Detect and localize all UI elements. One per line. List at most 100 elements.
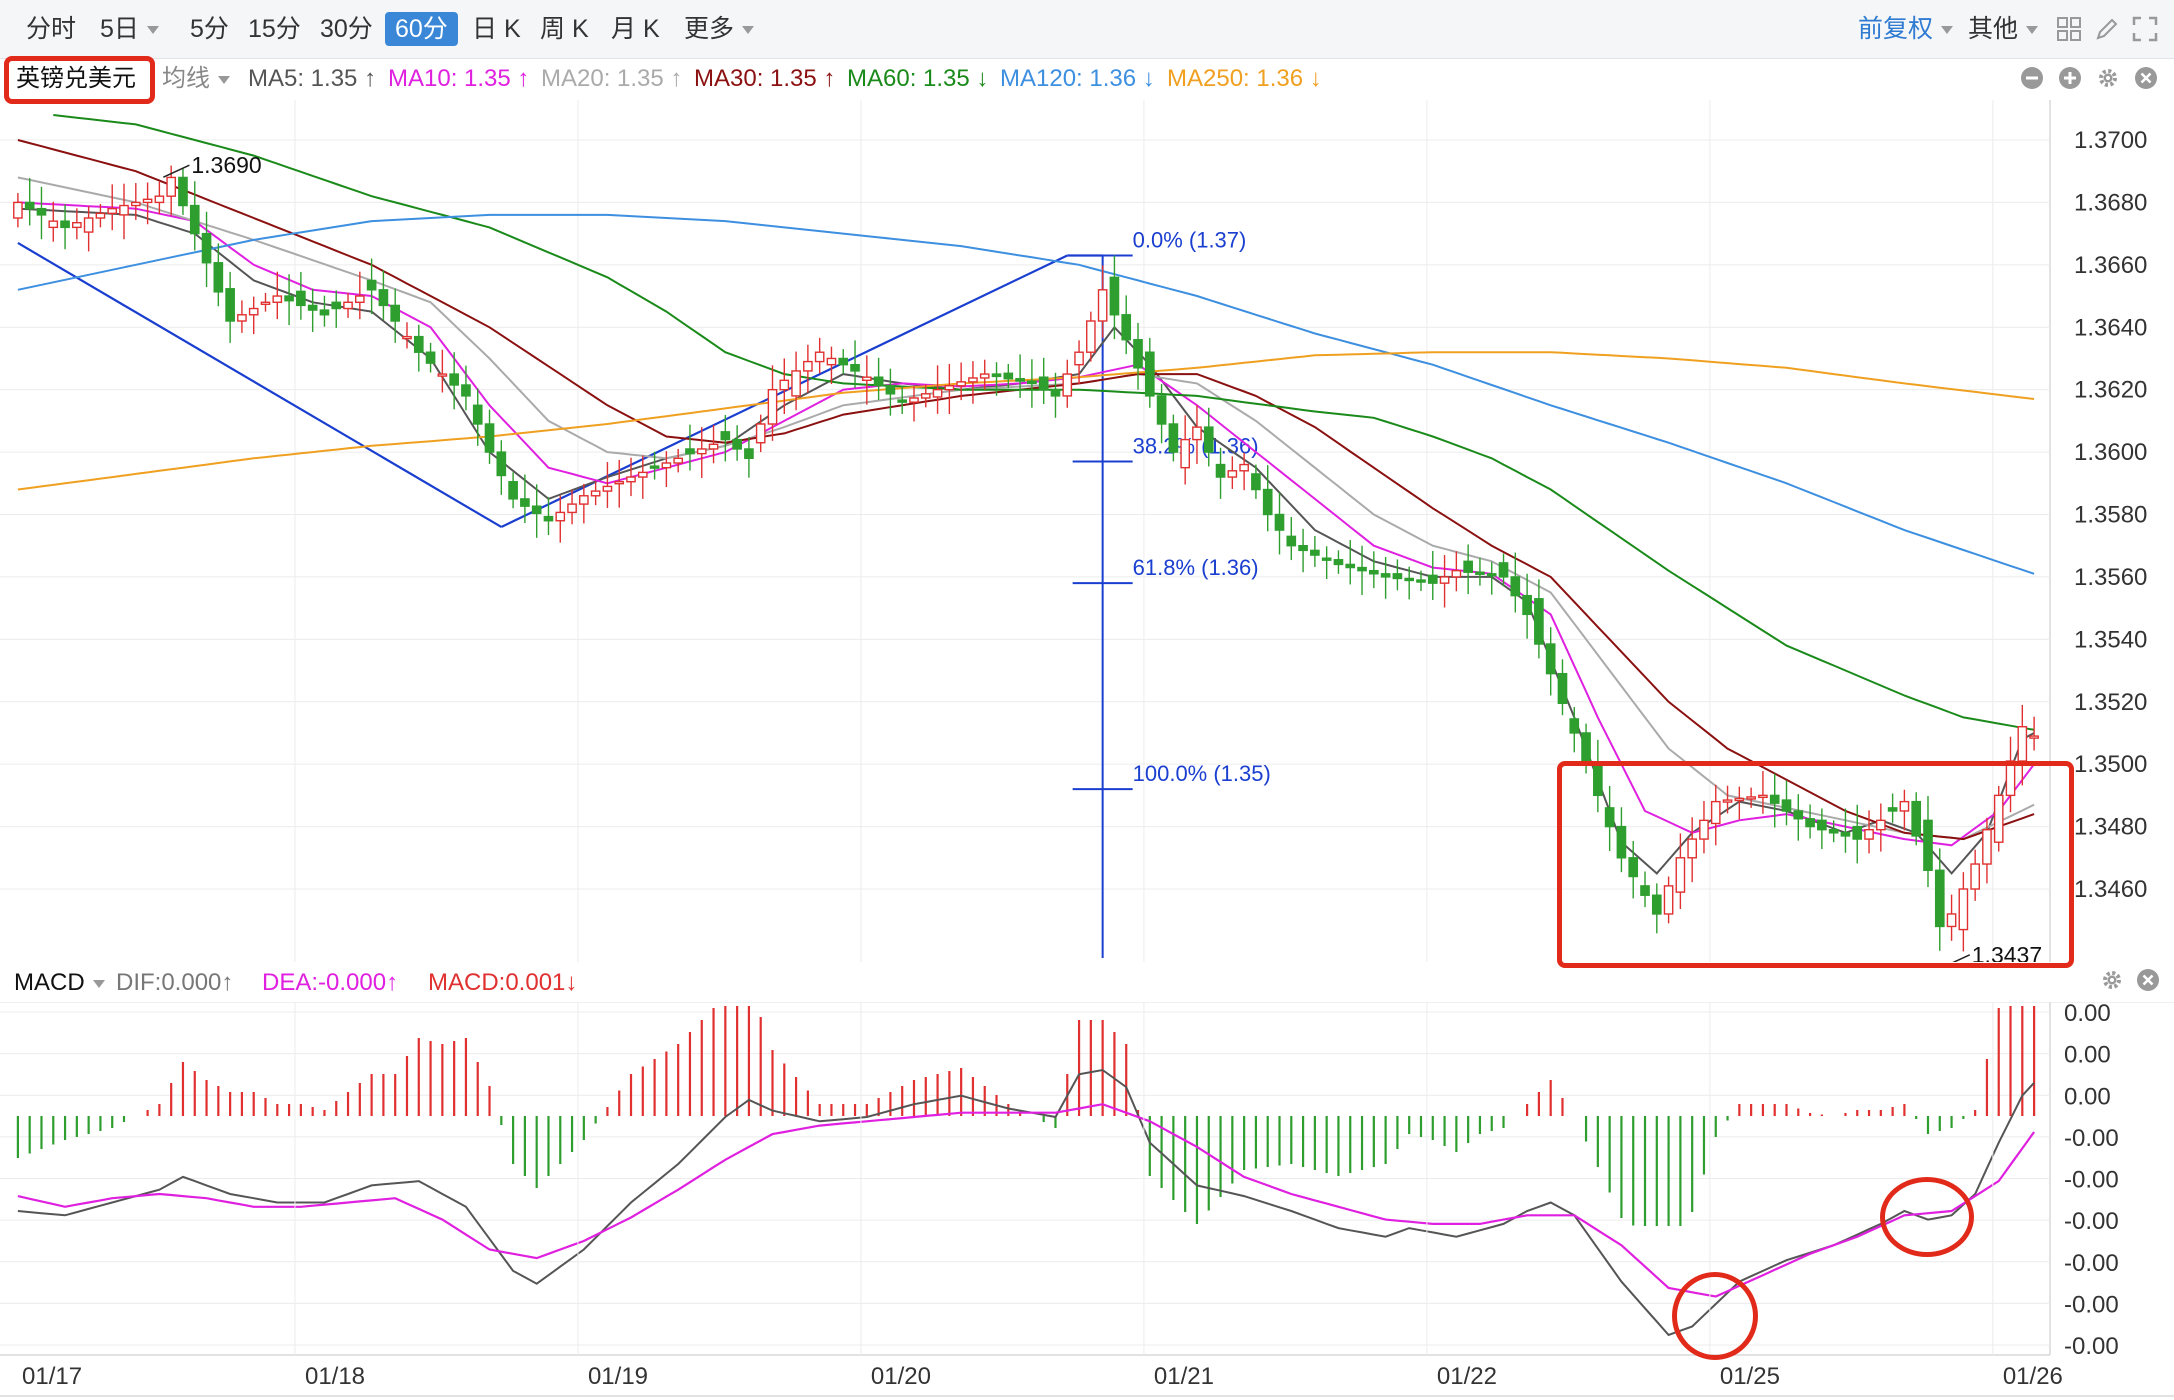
candle-body [343,301,353,310]
period-tab-day[interactable]: 日 K [472,15,521,43]
candlestick [1958,872,1969,952]
candle-body [307,304,318,311]
candle-body [1970,863,1980,890]
period-tab-timeshare[interactable]: 分时 [26,15,77,43]
period-tab-15min[interactable]: 15分 [248,15,301,43]
add-icon[interactable] [2058,66,2082,90]
candle-body [1569,718,1580,734]
candle-body [708,443,719,450]
candlestick [1887,793,1898,823]
candlestick [1923,795,1933,888]
minimize-icon[interactable] [2020,66,2044,90]
period-tab-60min[interactable]: 60分 [385,12,458,46]
period-tab-month[interactable]: 月 K [611,15,660,43]
candlestick [1534,579,1544,659]
candle-body [130,201,141,207]
macd-chart[interactable]: 0.00 0.00 0.00 -0.00 -0.00 -0.00 -0.00 -0.00 -0.… [0,1002,2174,1400]
more-periods-dropdown[interactable]: 更多 [674,12,764,46]
price-annotations: 1.3690 1.3437 [163,152,2042,962]
candlestick [909,386,919,422]
candle-body [555,511,566,522]
candlestick [979,359,990,390]
candlestick [1510,552,1521,613]
candlestick [779,358,790,415]
pen-icon[interactable] [2094,16,2120,42]
candlestick [1133,322,1143,390]
other-dropdown[interactable]: 其他 [1968,12,2039,46]
candle-body [1758,794,1768,799]
candlestick [366,258,377,315]
candlestick [154,181,165,215]
candlestick [1357,545,1367,596]
price-chart[interactable]: 1.3700 1.3680 1.3660 1.3640 1.3620 1.3600 1.35… [0,100,2174,962]
candle-body [1215,463,1226,478]
candle-body [1734,797,1745,802]
close-icon[interactable] [2136,968,2160,992]
candlestick [1427,551,1438,601]
candle-body [60,220,70,229]
candle-body [272,295,283,303]
crossover-circle-1 [1672,1272,1758,1360]
period-tab-5min[interactable]: 5分 [190,15,229,43]
macd-tick-label: -0.00 [2064,1333,2119,1360]
candle-body [1498,562,1509,578]
candlestick [1651,883,1662,934]
candle-body [72,222,82,229]
candle-body [696,448,707,455]
macd-legend-bar: MACD DIF:0.000↑ DEA:-0.000↑ MACD:0.001↓ [0,962,2174,1002]
candlestick [1262,465,1273,532]
candle-body [1439,576,1450,584]
candlestick [1675,833,1686,909]
candlestick [1227,456,1238,489]
candle-body [83,217,94,233]
price-tick-label: 1.3500 [2074,751,2147,778]
macd-histogram-value: MACD:0.001↓ [428,969,578,996]
candle-body [779,379,790,391]
candle-body [508,481,518,500]
macd-y-axis: 0.00 0.00 0.00 -0.00 -0.00 -0.00 -0.00 -0.00 -0.… [2064,1002,2119,1360]
candle-body [1781,799,1792,812]
candlestick [390,288,401,343]
ma-type-dropdown[interactable]: 均线 [162,62,230,96]
gear-icon[interactable] [2100,968,2124,992]
macd-tick-label: -0.00 [2064,1125,2119,1152]
candle-body [1852,825,1863,840]
candlestick [343,292,353,318]
ma-legend-bar: 英镑兑美元 均线 MA5: 1.35 ↑ MA10: 1.35 ↑ MA20: … [0,58,2174,100]
candlestick [1333,550,1344,574]
candle-body [1793,810,1804,820]
candlestick [1805,804,1815,839]
period-tab-30min[interactable]: 30分 [320,15,373,43]
period-tab-5day[interactable]: 5日 [90,12,169,46]
candlestick [378,270,389,320]
candlestick [472,388,483,446]
close-icon[interactable] [2134,66,2158,90]
candle-body [791,370,801,397]
adjust-label: 前复权 [1858,15,1934,43]
adjust-dropdown[interactable]: 前复权 [1858,12,1954,46]
candlestick [354,271,365,320]
ma60-value: MA60: 1.35 ↓ [847,65,989,92]
candle-body [1486,573,1497,577]
candlestick [1274,492,1285,555]
fullscreen-icon[interactable] [2132,16,2158,42]
grid-icon[interactable] [2056,16,2082,42]
period-tab-week[interactable]: 周 K [540,15,589,43]
candlestick [567,489,577,525]
candle-body [1298,545,1308,552]
candlestick [449,352,459,410]
macd-dropdown[interactable]: MACD [14,966,105,1000]
candlestick [1239,452,1249,491]
candlestick [861,355,872,405]
candle-body [461,384,471,397]
candlestick [520,474,530,524]
date-tick-label: 01/18 [305,1363,365,1390]
candle-body [484,423,495,453]
candlestick [1192,405,1202,464]
candle-body [213,262,224,293]
candle-body [1427,574,1438,584]
candle-body [1086,320,1096,353]
candle-body [319,309,330,316]
gear-icon[interactable] [2096,66,2120,90]
candlestick [1038,357,1049,405]
